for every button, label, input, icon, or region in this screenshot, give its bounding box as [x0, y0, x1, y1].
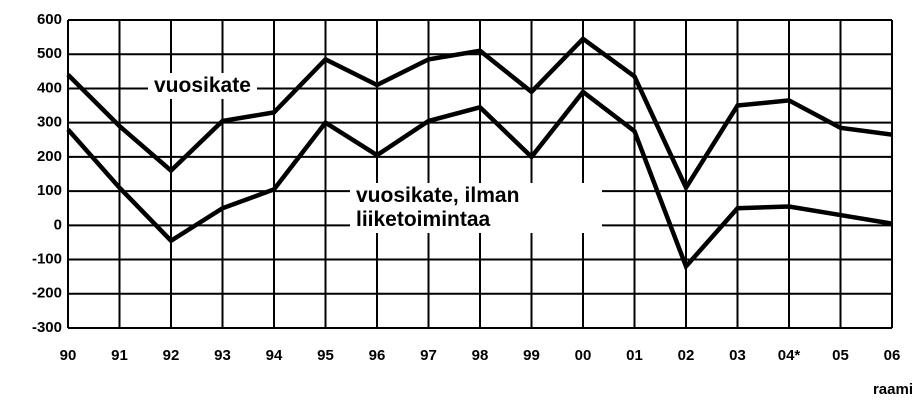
y-tick-label: 0 — [54, 216, 62, 233]
y-tick-label: 300 — [37, 114, 62, 131]
x-tick-label: 04* — [778, 347, 801, 364]
y-tick-label: -300 — [32, 319, 62, 336]
x-tick-label: 94 — [266, 347, 283, 364]
series-line — [66, 35, 893, 193]
x-tick-label: 91 — [111, 347, 128, 364]
x-tick-label: 95 — [317, 347, 334, 364]
x-tick-label: 06 — [884, 347, 901, 364]
x-tick-label: 96 — [369, 347, 386, 364]
x-tick-label: 90 — [60, 347, 77, 364]
x-tick-label: 01 — [626, 347, 643, 364]
x-tick-label: 98 — [472, 347, 489, 364]
y-tick-label: 400 — [37, 79, 62, 96]
x-tick-label: 03 — [729, 347, 746, 364]
series-label: vuosikate, ilman liiketoimintaa — [350, 183, 602, 233]
y-tick-label: -200 — [32, 285, 62, 302]
y-tick-label: -100 — [32, 251, 62, 268]
y-tick-label: 200 — [37, 148, 62, 165]
y-tick-label: 100 — [37, 182, 62, 199]
y-tick-label: 600 — [37, 11, 62, 28]
x-tick-label: 93 — [214, 347, 231, 364]
x-tick-label: 92 — [163, 347, 180, 364]
x-tick-label: 99 — [523, 347, 540, 364]
x-tick-label: 02 — [678, 347, 695, 364]
x-tick-label: 97 — [420, 347, 437, 364]
series-line — [66, 88, 893, 271]
y-tick-label: 500 — [37, 45, 62, 62]
series-label: vuosikate — [148, 73, 257, 99]
x-tick-label: 05 — [832, 347, 849, 364]
x-tick-label: 00 — [575, 347, 592, 364]
annotation: raami — [872, 381, 913, 398]
